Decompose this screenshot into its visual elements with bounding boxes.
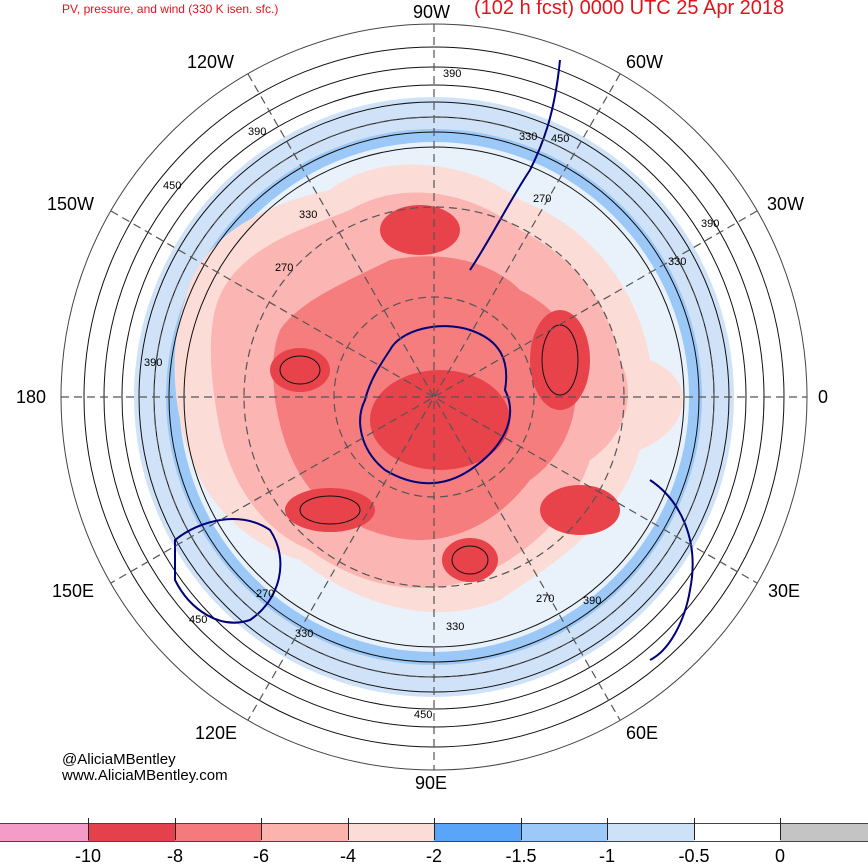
colorbar-tick (348, 818, 349, 840)
colorbar-tick-label: -6 (252, 846, 270, 866)
credit-website[interactable]: www.AliciaMBentley.com (62, 767, 228, 784)
colorbar-tick-label: -2 (425, 846, 443, 866)
colorbar-segment (694, 824, 780, 841)
graticule (61, 24, 807, 770)
colorbar-tick-label: -0.5 (678, 846, 710, 866)
credit-handle: @AliciaMBentley (62, 751, 176, 768)
pv-core-5 (370, 370, 510, 470)
lon-label-30e: 30E (768, 581, 801, 601)
left-title: PV, pressure, and wind (330 K isen. sfc.… (62, 2, 279, 16)
pv-core-1 (270, 348, 330, 392)
lon-label-60w: 60W (626, 52, 664, 72)
colorbar-tick-label: -4 (339, 846, 357, 866)
colorbar-tick-label: -8 (166, 846, 184, 866)
colorbar-segment (348, 824, 434, 841)
colorbar (0, 823, 868, 842)
colorbar-tick (434, 818, 435, 840)
lon-label-120e: 120E (195, 723, 238, 743)
pv-core-6 (380, 205, 460, 255)
pv-core-3 (442, 538, 498, 582)
lon-label-60e: 60E (626, 723, 659, 743)
colorbar-tick (607, 818, 608, 840)
lon-label-150w: 150W (47, 194, 95, 214)
colorbar-tick (694, 818, 695, 840)
lon-label-90w: 90W (413, 2, 451, 22)
colorbar-tick-label: 0 (774, 846, 786, 866)
antarctica-coastline (359, 325, 511, 485)
colorbar-segment (607, 824, 694, 841)
pv-core-2 (285, 488, 375, 532)
colorbar-tick (261, 818, 262, 840)
colorbar-segment (175, 824, 261, 841)
right-title: (102 h fcst) 0000 UTC 25 Apr 2018 (474, 0, 785, 19)
australia-coastline (174, 518, 282, 624)
colorbar-tick (780, 818, 781, 840)
map-boundary (60, 23, 808, 771)
colorbar-tick (521, 818, 522, 840)
colorbar-segment (521, 824, 607, 841)
lon-label-0: 0 (818, 387, 829, 407)
lon-label-90e: 90E (415, 773, 448, 793)
africa-coastline (649, 479, 694, 661)
lon-label-120w: 120W (187, 52, 235, 72)
colorbar-segment (261, 824, 348, 841)
lon-label-150e: 150E (52, 581, 95, 601)
colorbar-segment (780, 824, 868, 841)
colorbar-segment (88, 824, 175, 841)
pv-core-4 (530, 310, 590, 410)
lon-label-180: 180 (16, 387, 47, 407)
lon-label-30w: 30W (767, 194, 805, 214)
colorbar-tick (175, 818, 176, 840)
colorbar-tick-label: -10 (74, 846, 102, 866)
colorbar-segment (0, 824, 88, 841)
colorbar-tick-label: -1.5 (505, 846, 537, 866)
south-america-coastline (469, 59, 561, 271)
pv-core-7 (540, 485, 620, 535)
colorbar-tick-label: -1 (598, 846, 616, 866)
colorbar-segment (434, 824, 521, 841)
colorbar-tick (88, 818, 89, 840)
